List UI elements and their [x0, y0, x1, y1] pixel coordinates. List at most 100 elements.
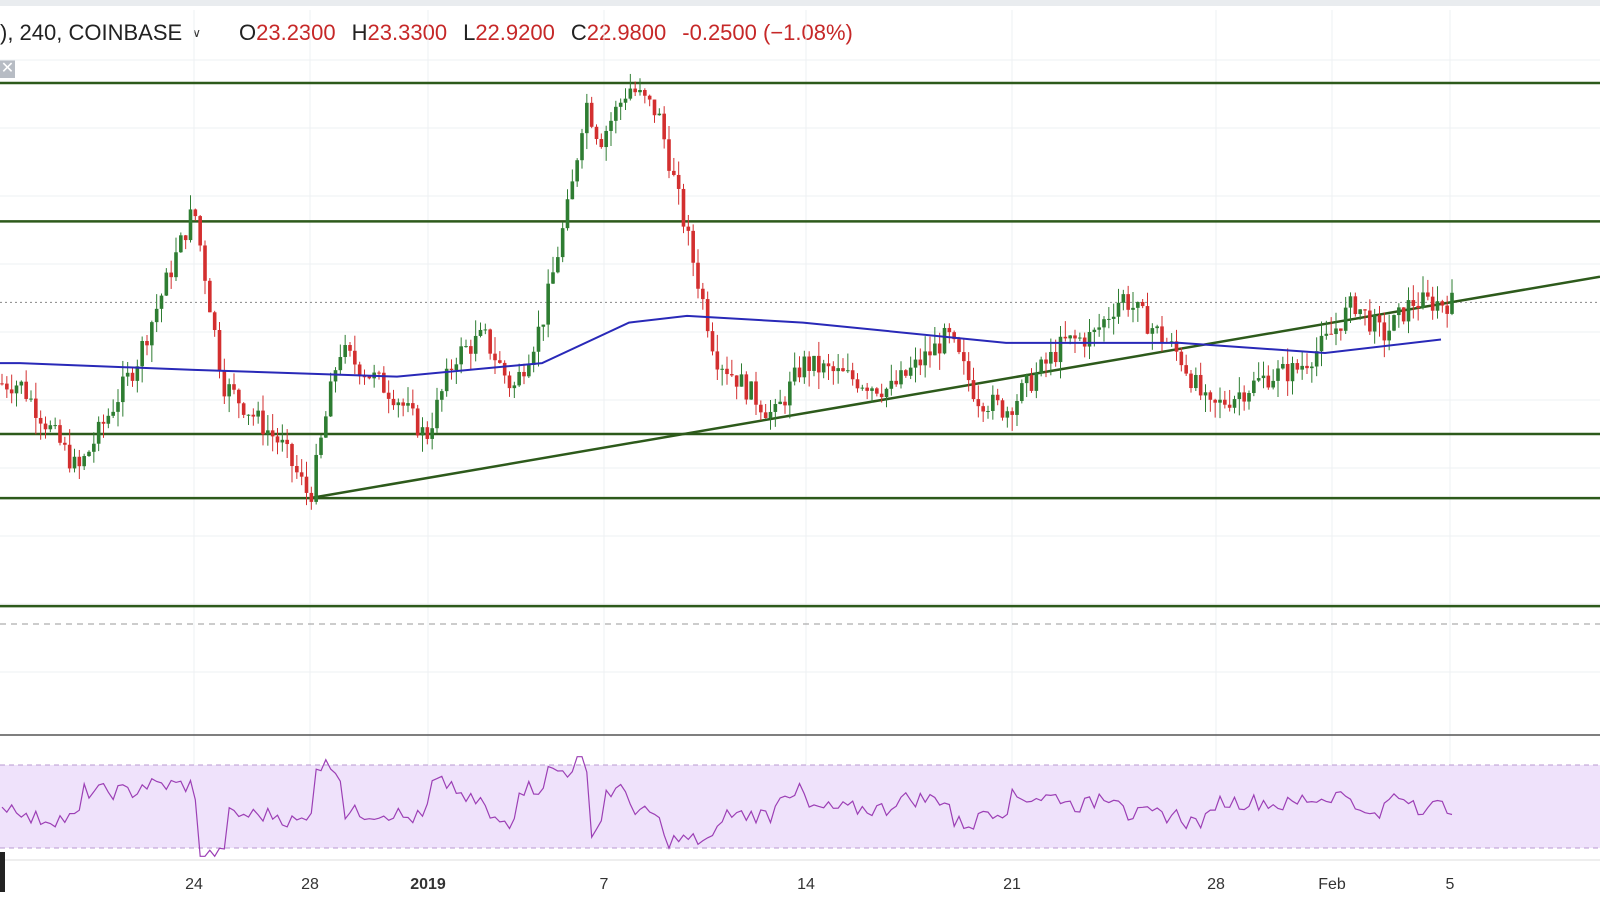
high-value: H23.3300 [351, 20, 448, 45]
candle-body [1435, 301, 1440, 311]
candle-body [1068, 335, 1072, 339]
candle-body [1189, 373, 1193, 389]
candle-body [1140, 302, 1145, 307]
candle-body [82, 456, 86, 467]
candle-body [1145, 306, 1150, 334]
candle-body [183, 235, 188, 241]
candle-body [270, 430, 275, 437]
candle-body [502, 362, 507, 376]
candle-body [580, 133, 584, 161]
candle-body [174, 252, 178, 278]
candle-body [415, 408, 420, 436]
candle-body [1058, 336, 1063, 363]
candle-body [788, 381, 792, 406]
candle-body [401, 402, 405, 406]
candle-body [1131, 307, 1135, 310]
candle-body [251, 414, 256, 417]
candle-body [672, 170, 676, 175]
candle-body [43, 423, 48, 430]
candle-body [309, 492, 314, 502]
candle-body [241, 403, 246, 415]
candle-body [188, 209, 193, 241]
candle-body [1348, 296, 1353, 308]
candle-body [1000, 400, 1005, 418]
candle-body [512, 385, 517, 389]
candle-body [1314, 351, 1319, 367]
candle-body [1097, 327, 1101, 330]
candle-body [725, 368, 729, 375]
symbol-label[interactable]: ), 240, COINBASE [0, 20, 183, 45]
candle-body [411, 403, 415, 409]
scroll-marker[interactable] [0, 852, 5, 892]
candle-body [77, 456, 82, 467]
candle-body [797, 367, 802, 378]
candle-body [343, 345, 347, 358]
candle-body [1368, 310, 1372, 332]
candle-body [768, 411, 773, 419]
candle-body [169, 272, 173, 278]
candle-body [1416, 305, 1420, 309]
candle-body [638, 89, 642, 93]
candle-body [125, 372, 130, 377]
candle-body [589, 102, 594, 127]
candle-body [928, 351, 932, 356]
candle-body [1242, 392, 1246, 402]
candle-body [1053, 351, 1058, 363]
candle-body [357, 364, 362, 377]
open-value: O23.2300 [238, 20, 336, 45]
candle-body [966, 361, 971, 381]
candle-body [92, 443, 96, 452]
x-axis: 24 28 2019 7 14 21 28 Feb 5 [0, 859, 1600, 893]
candle-body [203, 245, 207, 281]
candle-body [647, 95, 652, 100]
horizontal-levels [0, 81, 1600, 736]
candle-body [1353, 296, 1358, 315]
candle-body [821, 363, 826, 373]
candle-body [299, 472, 304, 477]
candle-body [266, 430, 270, 435]
candle-body [633, 88, 637, 93]
candle-body [570, 181, 575, 200]
candle-body [232, 384, 236, 390]
close-icon[interactable]: ✕ [0, 60, 15, 78]
candle-body [193, 209, 198, 217]
candle-body [696, 262, 700, 289]
candle-body [1111, 316, 1116, 319]
candle-body [667, 139, 671, 171]
x-tick-label: 21 [1003, 876, 1021, 893]
candle-body [957, 339, 961, 353]
candle-body [662, 113, 666, 140]
candle-body [536, 326, 541, 352]
candle-body [1430, 296, 1435, 311]
candle-body [1024, 375, 1029, 384]
candle-body [1232, 399, 1237, 408]
candle-body [324, 416, 328, 438]
candle-body [1116, 302, 1121, 317]
candle-body [594, 126, 599, 140]
x-tick-label: 5 [1446, 876, 1455, 893]
candle-body [614, 106, 618, 121]
candle-body [1121, 294, 1126, 303]
x-tick-label: 14 [797, 876, 815, 893]
chevron-down-icon[interactable]: ∨ [192, 26, 201, 40]
candle-body [860, 387, 865, 389]
candle-body [483, 329, 488, 331]
candle-body [1198, 374, 1203, 396]
candle-body [730, 374, 734, 376]
candle-body [1324, 333, 1329, 336]
candlesticks [0, 73, 1454, 510]
rsi-line [1, 756, 1453, 858]
candle-body [261, 410, 265, 435]
candle-body [947, 327, 952, 333]
candle-body [556, 257, 560, 273]
candle-body [111, 411, 115, 416]
candle-body [875, 388, 879, 394]
candle-body [454, 364, 459, 371]
candle-body [908, 367, 913, 376]
candle-body [1015, 400, 1019, 415]
candle-body [459, 346, 463, 365]
candle-body [1401, 307, 1406, 322]
candle-body [237, 389, 241, 404]
candle-body [406, 403, 410, 406]
